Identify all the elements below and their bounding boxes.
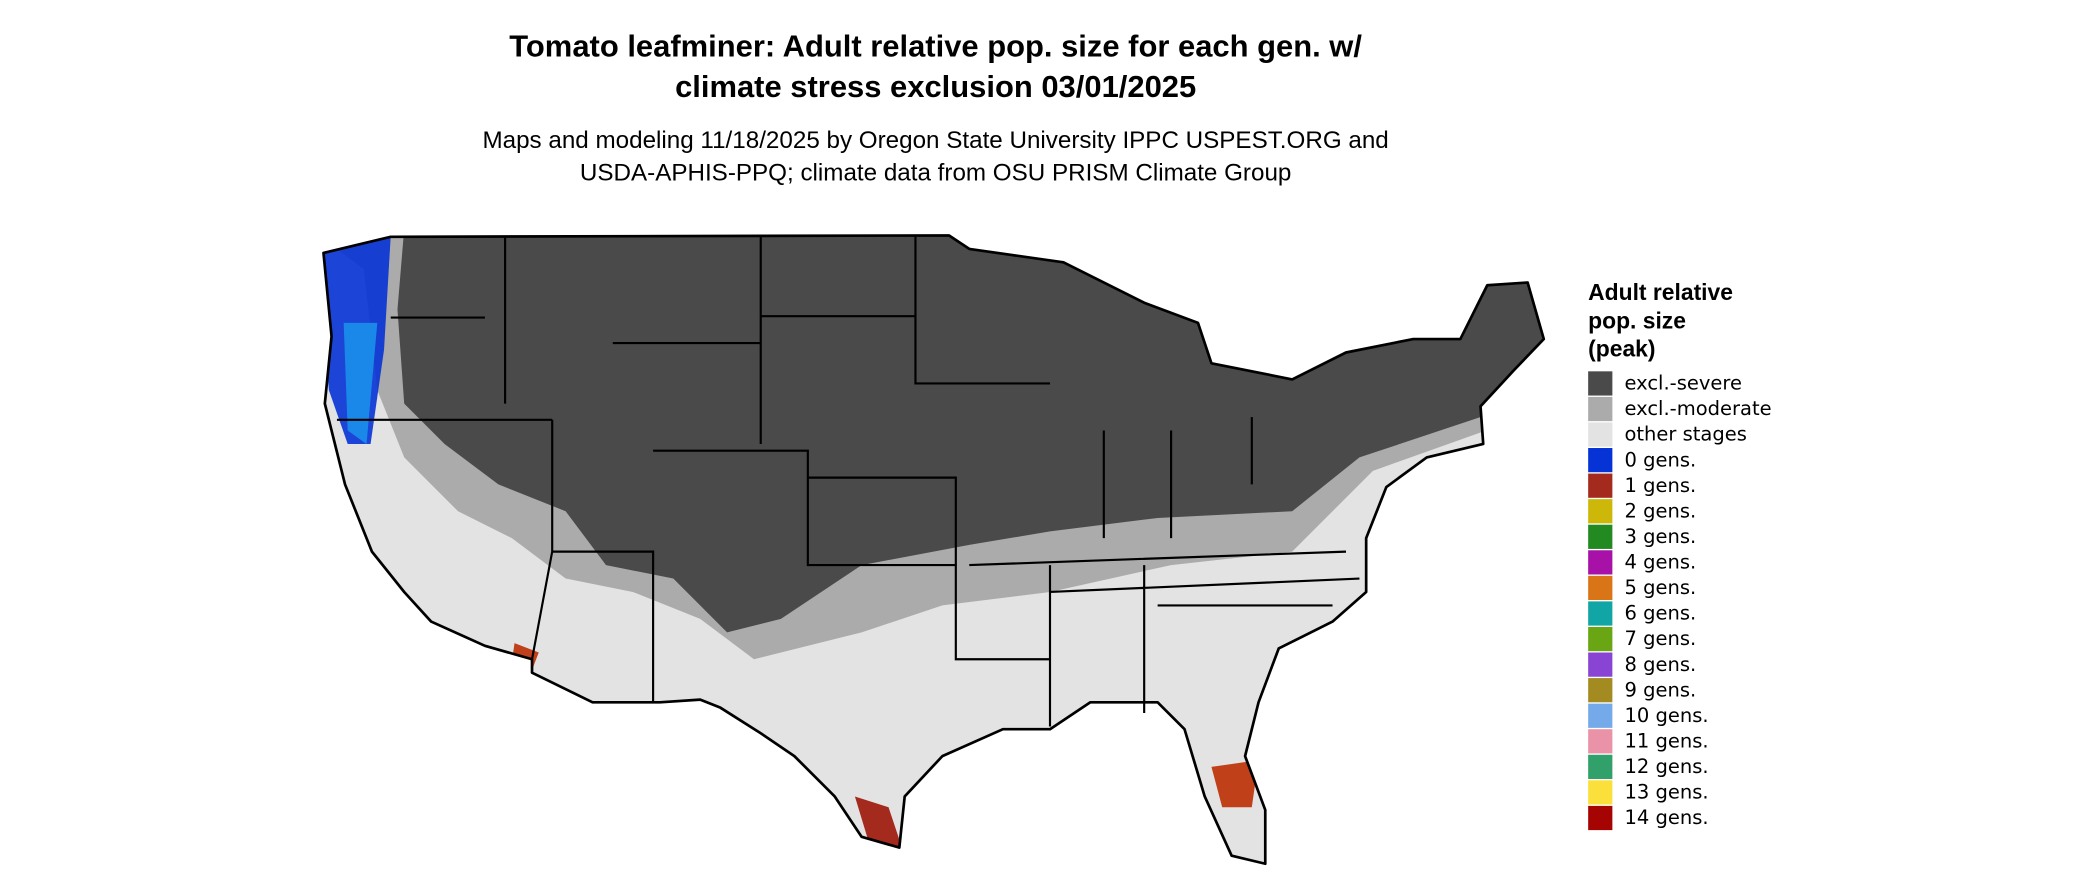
legend-swatch	[1588, 499, 1613, 524]
legend-label: 7 gens.	[1624, 627, 1696, 650]
map-fill	[323, 235, 1544, 864]
legend-swatch	[1588, 473, 1613, 498]
legend-swatch	[1588, 575, 1613, 601]
legend-label: 13 gens.	[1624, 781, 1708, 804]
legend-label: 8 gens.	[1624, 653, 1696, 676]
legend-label: 2 gens.	[1624, 499, 1696, 522]
legend-swatch	[1588, 805, 1613, 831]
legend-swatch	[1588, 422, 1613, 447]
country-border	[322, 234, 1546, 866]
legend-swatch	[1588, 550, 1613, 575]
legend-swatch	[1588, 396, 1613, 422]
legend-label: 12 gens.	[1624, 755, 1708, 778]
legend-label: 11 gens.	[1624, 729, 1708, 752]
legend-swatch	[1588, 601, 1613, 626]
legend-swatch	[1588, 703, 1613, 728]
legend-label: 14 gens.	[1624, 806, 1708, 829]
warm-gens-area	[854, 796, 903, 848]
legend-label: 1 gens.	[1624, 474, 1696, 497]
legend-title: pop. size	[1588, 307, 1686, 333]
legend-label: 4 gens.	[1624, 551, 1696, 574]
legend-label: 3 gens.	[1624, 525, 1696, 548]
legend-swatch	[1588, 524, 1613, 549]
legend-swatch	[1588, 729, 1613, 754]
legend-swatch	[1588, 371, 1613, 396]
legend-swatch	[1588, 652, 1613, 677]
subtitle-line: USDA-APHIS-PPQ; climate data from OSU PR…	[580, 159, 1291, 186]
legend-title: Adult relative	[1588, 279, 1733, 305]
legend-label: 5 gens.	[1624, 576, 1696, 599]
legend-label: 0 gens.	[1624, 448, 1696, 471]
state-borders	[336, 236, 1360, 727]
legend-label: excl.-moderate	[1624, 397, 1771, 420]
legend-swatch	[1588, 780, 1613, 805]
cold-gens-area	[343, 322, 378, 444]
legend-label: excl.-severe	[1624, 372, 1742, 395]
legend-label: 6 gens.	[1624, 602, 1696, 625]
legend-swatch	[1588, 678, 1613, 703]
legend-label: 10 gens.	[1624, 704, 1708, 727]
legend: Adult relative pop. size (peak) excl.-se…	[1588, 279, 1772, 831]
legend-swatch	[1588, 626, 1613, 652]
legend-label: 9 gens.	[1624, 678, 1696, 701]
us-map	[322, 234, 1546, 866]
legend-swatch	[1588, 448, 1613, 473]
warm-gens-area	[1211, 760, 1259, 808]
legend-title: (peak)	[1588, 336, 1655, 362]
title-line: climate stress exclusion 03/01/2025	[675, 69, 1196, 104]
legend-label: other stages	[1624, 423, 1746, 446]
legend-swatch	[1588, 754, 1613, 779]
title-line: Tomato leafminer: Adult relative pop. si…	[509, 29, 1362, 64]
subtitle-line: Maps and modeling 11/18/2025 by Oregon S…	[482, 127, 1388, 154]
